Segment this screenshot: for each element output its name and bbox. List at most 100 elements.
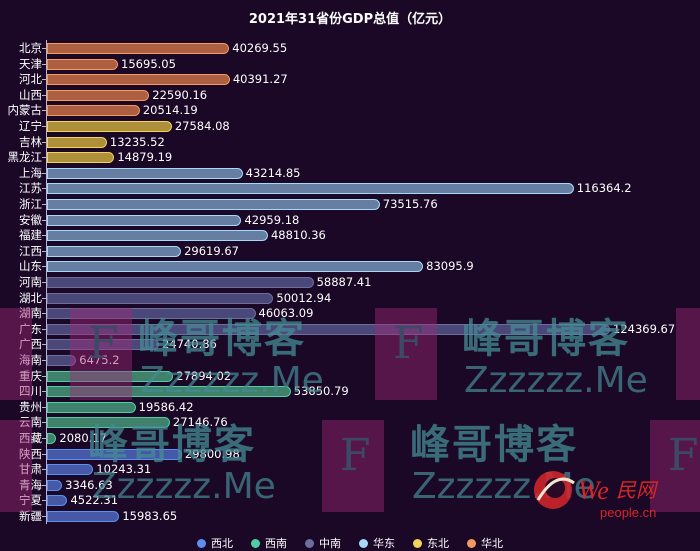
value-label: 10243.31 <box>96 462 152 477</box>
bar-row: 云南 27146.76 <box>0 415 700 430</box>
bar[interactable] <box>47 152 115 164</box>
axis-tick <box>42 297 46 299</box>
svg-text:We: We <box>578 476 609 505</box>
bar[interactable] <box>47 433 57 444</box>
category-label: 安徽 <box>19 212 42 227</box>
bar[interactable] <box>47 277 314 288</box>
category-label: 黑龙江 <box>7 150 43 165</box>
bar[interactable] <box>47 105 140 117</box>
axis-tick <box>42 391 46 393</box>
bar-row: 四川 53850.79 <box>0 384 700 399</box>
svg-text:people.cn: people.cn <box>600 505 656 520</box>
legend-item[interactable]: 中南 <box>305 535 341 551</box>
legend-label: 华北 <box>481 537 503 550</box>
bar[interactable] <box>47 386 291 398</box>
value-label: 116364.2 <box>576 181 632 196</box>
bar-row: 山西 22590.16 <box>0 88 700 103</box>
category-label: 甘肃 <box>19 462 42 477</box>
legend-label: 西北 <box>211 537 233 550</box>
legend-item[interactable]: 西南 <box>251 535 287 551</box>
bar[interactable] <box>47 261 424 273</box>
legend-label: 西南 <box>265 537 287 550</box>
category-label: 宁夏 <box>19 493 42 508</box>
bar[interactable] <box>47 495 68 507</box>
legend-item[interactable]: 西北 <box>197 535 233 551</box>
axis-tick <box>42 438 46 439</box>
value-label: 27146.76 <box>172 415 228 430</box>
category-label: 辽宁 <box>19 119 42 133</box>
bar[interactable] <box>47 245 182 257</box>
bar[interactable] <box>47 183 574 195</box>
bar[interactable] <box>47 323 610 335</box>
bar-row: 陕西 29800.98 <box>0 447 700 462</box>
value-label: 15695.05 <box>121 56 176 71</box>
value-label: 27894.02 <box>176 368 232 383</box>
bar[interactable] <box>47 511 120 522</box>
bar[interactable] <box>47 292 274 304</box>
value-label: 46063.09 <box>258 306 314 321</box>
bar[interactable] <box>47 74 230 86</box>
bar[interactable] <box>47 448 182 460</box>
bar[interactable] <box>47 339 159 351</box>
bar[interactable] <box>47 58 119 70</box>
axis-tick <box>42 157 46 159</box>
bar[interactable] <box>47 230 268 242</box>
category-label: 青海 <box>19 477 42 492</box>
bar[interactable] <box>47 370 174 382</box>
axis-tick <box>42 516 46 517</box>
axis-tick <box>42 328 46 330</box>
category-label: 广东 <box>19 321 42 336</box>
bar-row: 山东 83095.9 <box>0 259 700 274</box>
legend-label: 东北 <box>427 537 449 550</box>
category-label: 内蒙古 <box>7 103 43 118</box>
category-label: 西藏 <box>19 431 42 445</box>
bar[interactable] <box>47 167 243 179</box>
legend-item[interactable]: 华北 <box>467 535 503 551</box>
bar[interactable] <box>47 199 380 210</box>
axis-tick <box>42 235 46 237</box>
value-label: 73515.76 <box>382 197 438 211</box>
legend-item[interactable]: 华东 <box>359 535 395 551</box>
value-label: 53850.79 <box>293 384 349 399</box>
bar-row: 新疆 15983.65 <box>0 509 700 524</box>
bar-row: 青海 3346.63 <box>0 478 700 493</box>
axis-tick <box>42 63 46 65</box>
bar[interactable] <box>47 417 170 429</box>
bar[interactable] <box>47 401 136 413</box>
bar-row: 江西 29619.67 <box>0 244 700 259</box>
value-label: 19586.42 <box>138 399 194 414</box>
value-label: 6475.2 <box>79 353 120 367</box>
value-label: 20514.19 <box>142 103 198 118</box>
axis-tick <box>42 313 46 315</box>
bar[interactable] <box>47 89 150 101</box>
bar[interactable] <box>47 479 63 491</box>
bar[interactable] <box>47 43 230 54</box>
bar-row: 西藏 2080.17 <box>0 431 700 446</box>
bar-row: 上海 43214.85 <box>0 166 700 181</box>
axis-tick <box>42 126 46 127</box>
axis-tick <box>42 219 46 221</box>
axis-tick <box>42 204 46 205</box>
bar[interactable] <box>47 464 94 476</box>
bar[interactable] <box>47 355 77 366</box>
bar[interactable] <box>47 121 172 132</box>
value-label: 40269.55 <box>232 41 288 55</box>
category-label: 重庆 <box>19 368 42 383</box>
axis-tick <box>42 406 46 408</box>
category-label: 四川 <box>19 384 42 399</box>
legend-item[interactable]: 东北 <box>413 535 449 551</box>
bar[interactable] <box>47 136 107 148</box>
category-label: 山东 <box>19 259 42 274</box>
bar[interactable] <box>47 214 242 226</box>
category-label: 江西 <box>19 243 42 258</box>
category-label: 河北 <box>19 72 42 87</box>
value-label: 43214.85 <box>245 165 301 180</box>
bar-row: 河北 40391.27 <box>0 72 700 87</box>
category-label: 山西 <box>19 87 42 102</box>
axis-tick <box>42 360 46 361</box>
bar[interactable] <box>47 308 256 320</box>
value-label: 3346.63 <box>65 477 113 492</box>
legend-dot-icon <box>467 538 476 548</box>
legend-dot-icon <box>197 538 206 548</box>
